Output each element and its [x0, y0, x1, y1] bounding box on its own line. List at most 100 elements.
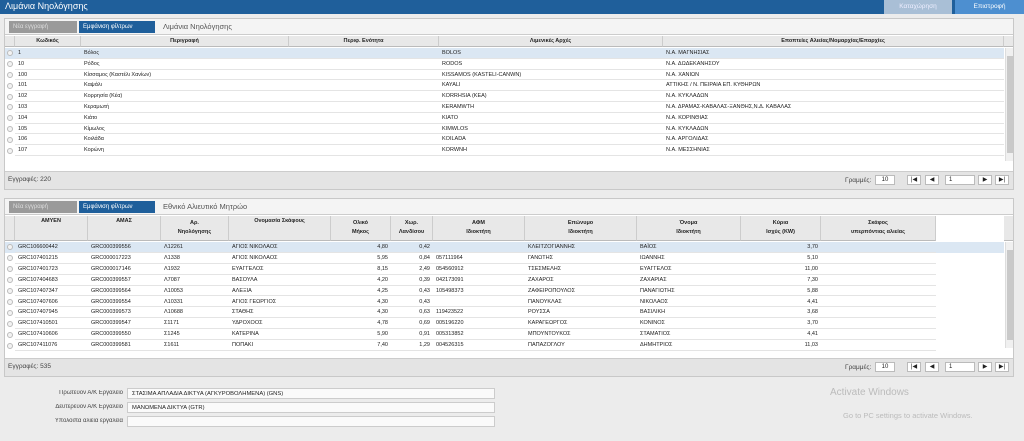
table-cell: GRC107401215: [15, 253, 88, 264]
table-cell: 4,41: [741, 297, 821, 308]
page-last[interactable]: ▶|: [995, 175, 1009, 185]
table-row[interactable]: GRC107410606 GRC000399550 Σ1245 ΚΑΤΕΡΙΝΑ 5,9…: [5, 329, 1004, 341]
row-checkbox[interactable]: [7, 266, 13, 273]
row-checkbox[interactable]: [7, 115, 13, 122]
new-record-button[interactable]: Νέα εγγραφή: [9, 201, 77, 213]
table-row[interactable]: GRC107401723 GRC000017146 Λ1932 ΕΥΑΓΓΕΛΟΣ 8,…: [5, 263, 1004, 275]
rows-label: Γραμμές:: [845, 364, 872, 371]
table-row[interactable]: 107 Κορώνη KORWNH Ν.Α. ΜΕΣΣΗΝΙΑΣ: [5, 145, 1004, 156]
row-checkbox[interactable]: [7, 61, 13, 68]
table-row[interactable]: GRC107410501 GRC000399547 Σ1171 ΥΔΡΟΧΟΟΣ 4,7…: [5, 318, 1004, 330]
header-text: Εποπτείες Αλιείας/Νομαρχίας/Επαρχίες: [781, 38, 885, 44]
table-cell: 105: [15, 124, 81, 135]
form-input[interactable]: [127, 416, 495, 427]
table-row[interactable]: 101 Καψάλι KAYALI ΑΤΤΙΚΗΣ / Ν. ΠΕΙΡΑΙΑ ΕΠ. …: [5, 80, 1004, 92]
row-checkbox[interactable]: [7, 244, 13, 251]
table-cell: GRC000399564: [88, 286, 161, 297]
page-last[interactable]: ▶|: [995, 362, 1009, 372]
table-cell: ΠΟΠΑΚΙ: [229, 340, 331, 351]
table-row[interactable]: 104 Κιάτο KIATO Ν.Α. ΚΟΡΙΝΘΙΑΣ: [5, 112, 1004, 124]
table-cell: 0,39: [391, 275, 433, 286]
table-cell: 004526315: [433, 340, 525, 351]
table-cell: 054560912: [433, 264, 525, 275]
form-input[interactable]: ΣΤΑΣΙΜΑ ΑΠΛΑΔΙΑ ΔΙΚΤΥΑ (ΑΓΚΥΡΟΒΟΛΗΜΕΝΑ) …: [127, 388, 495, 399]
record-count: Εγγραφές: 220: [8, 176, 51, 183]
table-row[interactable]: 100 Κίσσαμος (Καστέλι Χανίων) KISSAMOS (KA…: [5, 69, 1004, 81]
row-checkbox[interactable]: [7, 320, 13, 327]
page-prev[interactable]: ◀: [925, 175, 939, 185]
table-row[interactable]: GRC106600442 GRC000399556 Λ12261 ΑΓΙΟΣ ΝΙΚΟ…: [5, 242, 1004, 253]
header-cell: ΑΜΥΕΝ: [15, 216, 88, 241]
table-row[interactable]: 10 Ρόδος RODOS Ν.Α. ΔΩΔΕΚΑΝΗΣΟΥ: [5, 58, 1004, 70]
table-cell: Κίμωλος: [81, 124, 289, 135]
table-cell: GRC107404683: [15, 275, 88, 286]
row-checkbox[interactable]: [7, 342, 13, 349]
row-checkbox[interactable]: [7, 331, 13, 338]
table-row[interactable]: 102 Κορρησία (Κέα) KORRHSIA (KEA) Ν.Α. ΚΥΚΛ…: [5, 91, 1004, 102]
row-checkbox[interactable]: [7, 298, 13, 305]
table-cell: GRC107411076: [15, 340, 88, 351]
table-cell: Κίσσαμος (Καστέλι Χανίων): [81, 70, 289, 81]
table-row[interactable]: 106 Κοιλάδα KOILADA Ν.Α. ΑΡΓΟΛΙΔΑΣ: [5, 134, 1004, 146]
row-checkbox[interactable]: [7, 255, 13, 262]
page-next[interactable]: ▶: [978, 362, 992, 372]
row-checkbox[interactable]: [7, 125, 13, 132]
table-cell: GRC107407945: [15, 307, 88, 319]
page-prev[interactable]: ◀: [925, 362, 939, 372]
row-checkbox[interactable]: [7, 309, 13, 316]
row-checkbox[interactable]: [7, 136, 13, 143]
table-row[interactable]: GRC107407945 GRC000399573 Λ10688 ΣΤΑΘΗΣ 4,30…: [5, 307, 1004, 319]
table-cell: KIMWLOS: [439, 124, 663, 135]
table-row[interactable]: GRC107401215 GRC000017223 Λ1338 ΑΓΙΟΣ ΝΙΚΟΛ…: [5, 252, 1004, 264]
header-text: Χωρ.: [404, 220, 419, 226]
row-checkbox[interactable]: [7, 71, 13, 78]
rows-select[interactable]: 10: [875, 175, 895, 185]
header-text: Επώνυμο: [567, 220, 594, 226]
row-checkbox[interactable]: [7, 50, 13, 57]
table-cell: 1,29: [391, 340, 433, 351]
page-first[interactable]: |◀: [907, 362, 921, 372]
grid-panel: Νέα εγγραφή Εμφάνιση φίλτρων Εθνικό Αλιευτ…: [4, 198, 1014, 377]
table-row[interactable]: GRC107411076 GRC000399581 Σ1611 ΠΟΠΑΚΙ 7,40 1…: [5, 340, 1004, 351]
table-row[interactable]: GRC107407347 GRC000399564 Λ10053 ΑΛΕΞΙΑ 4,25…: [5, 285, 1004, 297]
row-checkbox[interactable]: [7, 93, 13, 100]
header-cell: Χωρ. Λανδίσου: [391, 216, 433, 241]
row-checkbox[interactable]: [7, 82, 13, 89]
row-checkbox[interactable]: [7, 288, 13, 295]
header-cell: Κύρια Ισχύς (KW): [741, 216, 821, 241]
table-cell: ΔΗΜΗΤΡΙΟΣ: [637, 340, 741, 351]
table-row[interactable]: 103 Κεραμωτή KERAMWTH Ν.Α. ΔΡΑΜΑΣ-ΚΑΒΑΛΑΣ-Ξ…: [5, 102, 1004, 113]
page-next[interactable]: ▶: [978, 175, 992, 185]
table-row[interactable]: 105 Κίμωλος KIMWLOS Ν.Α. ΚΥΚΛΑΔΩΝ: [5, 123, 1004, 135]
table-cell: [821, 264, 936, 275]
table-cell: 0,84: [391, 253, 433, 264]
record-count: Εγγραφές: 535: [8, 363, 51, 370]
table-row[interactable]: GRC107404683 GRC000399557 Λ7087 ΒΑΣΟΥΛΑ 4,20…: [5, 274, 1004, 286]
filters-button[interactable]: Εμφάνιση φίλτρων: [79, 21, 155, 33]
row-checkbox[interactable]: [7, 277, 13, 284]
rows-select[interactable]: 10: [875, 362, 895, 372]
page-title: Λιμάνια Νηολόγησης: [5, 1, 88, 11]
table-cell: 4,30: [331, 297, 391, 308]
page-input[interactable]: 1: [945, 362, 975, 372]
table-row[interactable]: GRC107407606 GRC000399554 Λ10331 ΑΓΙΟΣ ΓΕΩΡ…: [5, 296, 1004, 308]
table-row[interactable]: 1 Βόλος BOLOS Ν.Α. ΜΑΓΝΗΣΙΑΣ: [5, 48, 1004, 59]
table-cell: Σ1611: [161, 340, 229, 351]
back-button[interactable]: Επιστροφή: [955, 0, 1024, 14]
table-cell: 5,10: [741, 253, 821, 264]
save-button[interactable]: Καταχώρηση: [884, 0, 952, 14]
row-checkbox[interactable]: [7, 104, 13, 111]
page-input[interactable]: 1: [945, 175, 975, 185]
table-cell: Λ1338: [161, 253, 229, 264]
form-input[interactable]: ΜΑΝΩΜΕΝΑ ΔΙΚΤΥΑ (GTR): [127, 402, 495, 413]
new-record-button[interactable]: Νέα εγγραφή: [9, 21, 77, 33]
row-checkbox[interactable]: [7, 147, 13, 154]
page-first[interactable]: |◀: [907, 175, 921, 185]
table-cell: [289, 124, 439, 135]
table-cell: 105498373: [433, 286, 525, 297]
filters-button[interactable]: Εμφάνιση φίλτρων: [79, 201, 155, 213]
table-cell: ΙΩΑΝΝΗΣ: [637, 253, 741, 264]
table-cell: GRC107410606: [15, 329, 88, 341]
table-cell: ΚΟΝΙΝΟΣ: [637, 318, 741, 330]
table-cell: Καψάλι: [81, 80, 289, 92]
